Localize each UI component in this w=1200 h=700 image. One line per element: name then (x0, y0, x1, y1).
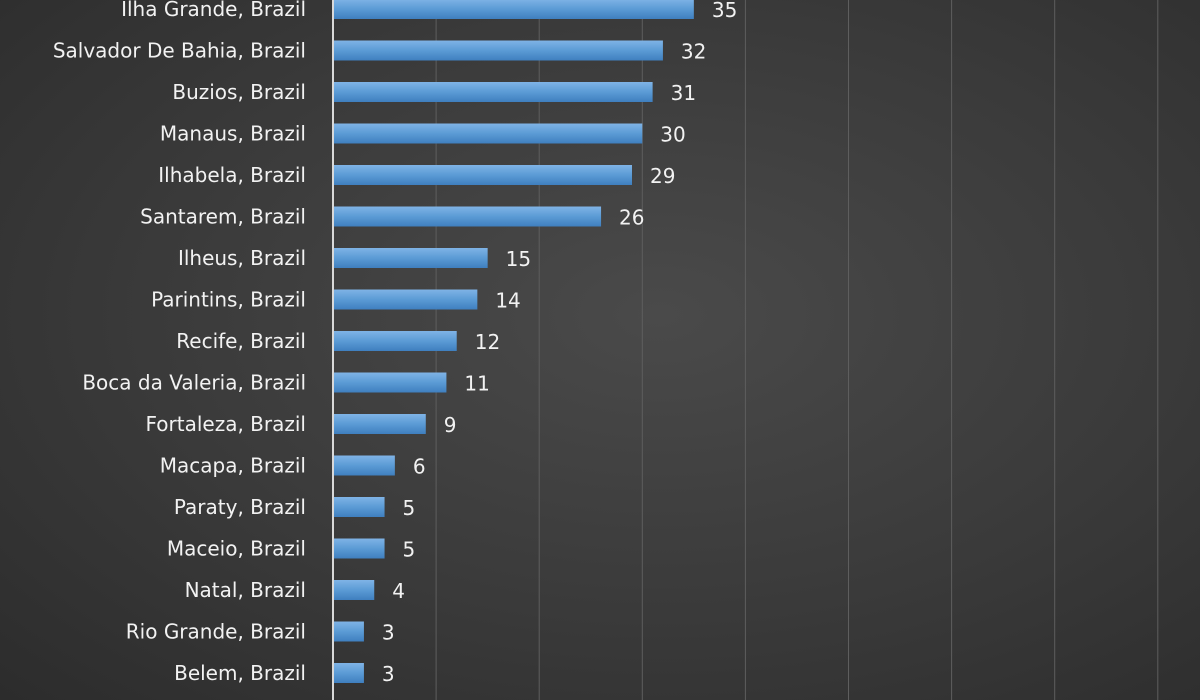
category-labels: Ilha Grande, Brazil Salvador De Bahia, Br… (53, 0, 306, 685)
data-label: 12 (475, 330, 500, 354)
bar (333, 123, 643, 144)
bar (333, 82, 653, 102)
bar (333, 248, 488, 268)
bar (333, 663, 364, 683)
category-label: Natal, Brazil (185, 578, 306, 602)
data-label: 3 (382, 621, 395, 645)
bar (333, 165, 632, 185)
category-label: Ilha Grande, Brazil (121, 0, 306, 21)
category-label: Salvador De Bahia, Brazil (53, 39, 306, 63)
category-label: Belem, Brazil (174, 661, 306, 685)
data-label: 5 (403, 496, 416, 520)
data-label: 11 (464, 372, 489, 396)
category-label: Maceio, Brazil (167, 537, 306, 561)
data-label: 32 (681, 40, 706, 64)
bar (333, 455, 395, 476)
data-label: 35 (712, 0, 737, 22)
data-label: 6 (413, 455, 426, 479)
data-label: 31 (671, 81, 696, 105)
bar (333, 497, 385, 517)
bars (333, 0, 694, 683)
data-label: 4 (392, 579, 405, 603)
category-label: Macapa, Brazil (160, 454, 306, 478)
bar (333, 0, 694, 19)
bar (333, 414, 426, 434)
data-label: 29 (650, 164, 675, 188)
data-label: 14 (495, 289, 520, 313)
bar (333, 538, 385, 559)
category-label: Recife, Brazil (176, 329, 306, 353)
data-label: 15 (506, 247, 531, 271)
data-label: 30 (660, 123, 685, 147)
bar (333, 372, 447, 393)
data-label: 9 (444, 413, 457, 437)
category-label: Boca da Valeria, Brazil (82, 371, 306, 395)
bar (333, 580, 375, 600)
data-label: 5 (403, 538, 416, 562)
data-label: 3 (382, 662, 395, 686)
category-label: Rio Grande, Brazil (126, 620, 306, 644)
category-label: Fortaleza, Brazil (146, 412, 307, 436)
bar (333, 40, 663, 61)
bar (333, 206, 602, 227)
bar (333, 331, 457, 351)
bar (333, 289, 478, 310)
category-label: Ilhabela, Brazil (158, 163, 306, 187)
category-label: Paraty, Brazil (174, 495, 306, 519)
category-label: Parintins, Brazil (151, 288, 306, 312)
category-label: Ilheus, Brazil (178, 246, 306, 270)
category-label: Santarem, Brazil (140, 205, 306, 229)
gridlines (435, 0, 1159, 700)
data-label: 26 (619, 206, 644, 230)
bar (333, 621, 364, 642)
category-label: Manaus, Brazil (160, 122, 306, 146)
category-label: Buzios, Brazil (172, 80, 306, 104)
